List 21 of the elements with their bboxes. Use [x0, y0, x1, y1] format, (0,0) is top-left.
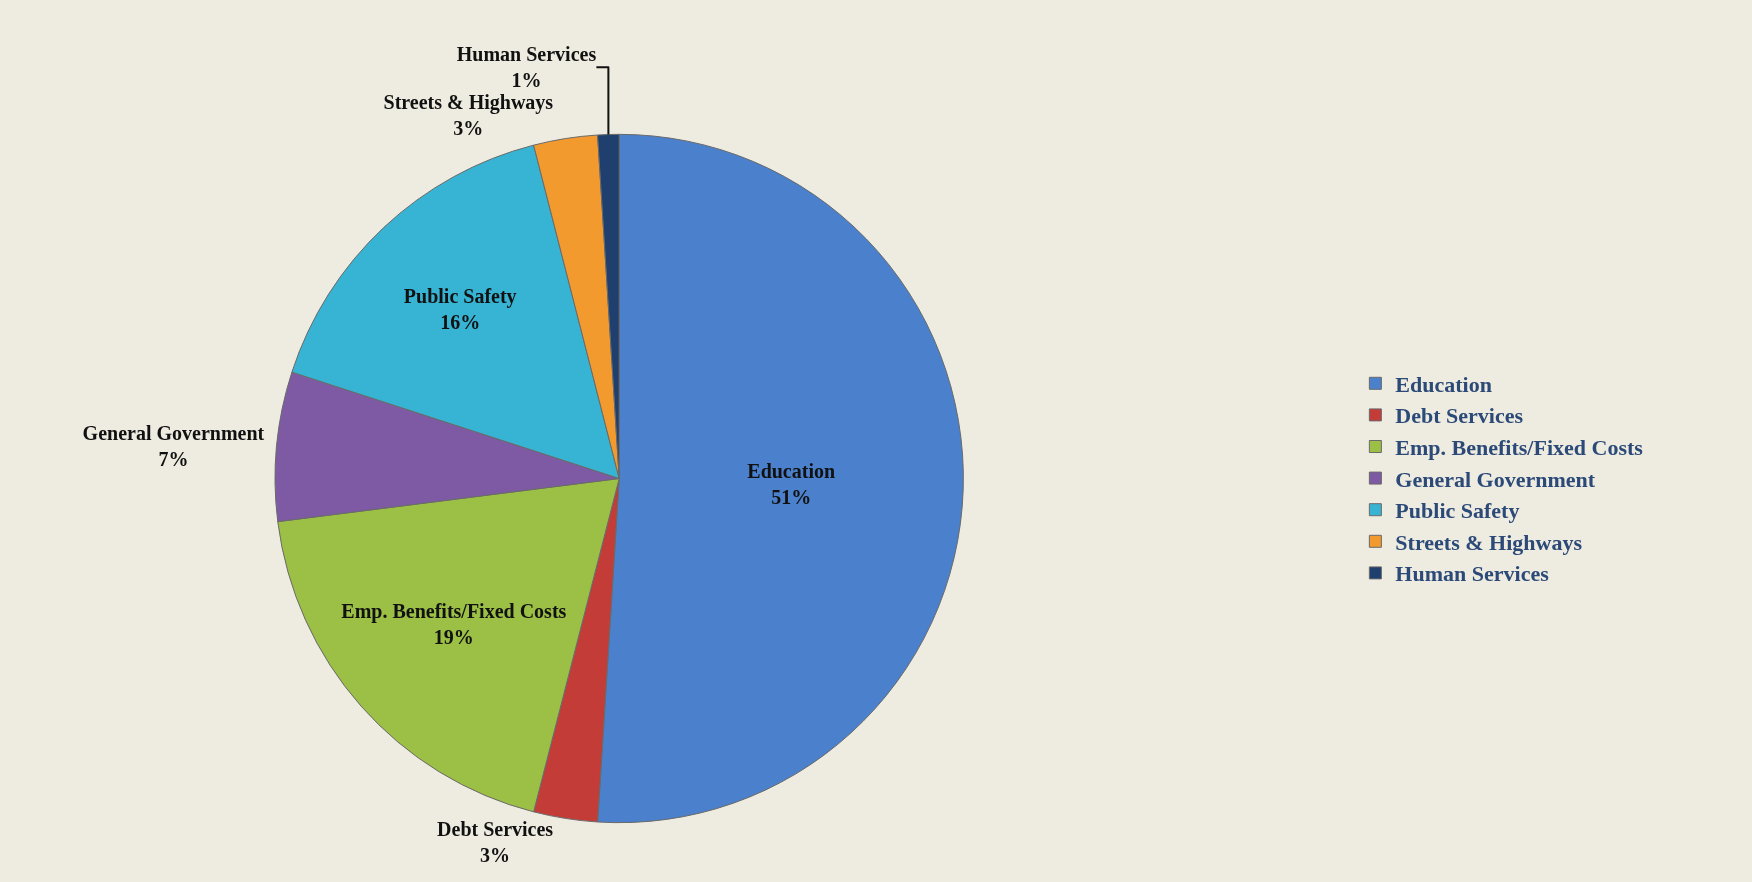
legend-label: Streets & Highways [1395, 529, 1583, 555]
slice-label: Human Services [456, 43, 597, 66]
legend-label: Emp. Benefits/Fixed Costs [1395, 435, 1644, 461]
data-label: 7% [158, 447, 189, 470]
legend-label: Education [1395, 371, 1492, 397]
legend-label: Human Services [1395, 561, 1550, 587]
data-label: 51% [771, 485, 812, 508]
data-label: 3% [453, 117, 484, 140]
slice-label: General Government [82, 421, 265, 444]
data-label: 3% [480, 843, 511, 866]
data-label: 19% [433, 626, 474, 649]
slice-label: Streets & Highways [383, 91, 554, 115]
slice-label: Education [747, 459, 836, 482]
legend-label: Debt Services [1395, 403, 1524, 429]
legend-label: General Government [1395, 466, 1596, 492]
data-label: 1% [511, 69, 542, 92]
legend-label: Public Safety [1395, 498, 1520, 524]
data-label: 16% [440, 311, 481, 334]
slice-label: Emp. Benefits/Fixed Costs [341, 600, 567, 624]
slice-label: Public Safety [403, 285, 517, 309]
slice-label: Debt Services [437, 817, 554, 840]
